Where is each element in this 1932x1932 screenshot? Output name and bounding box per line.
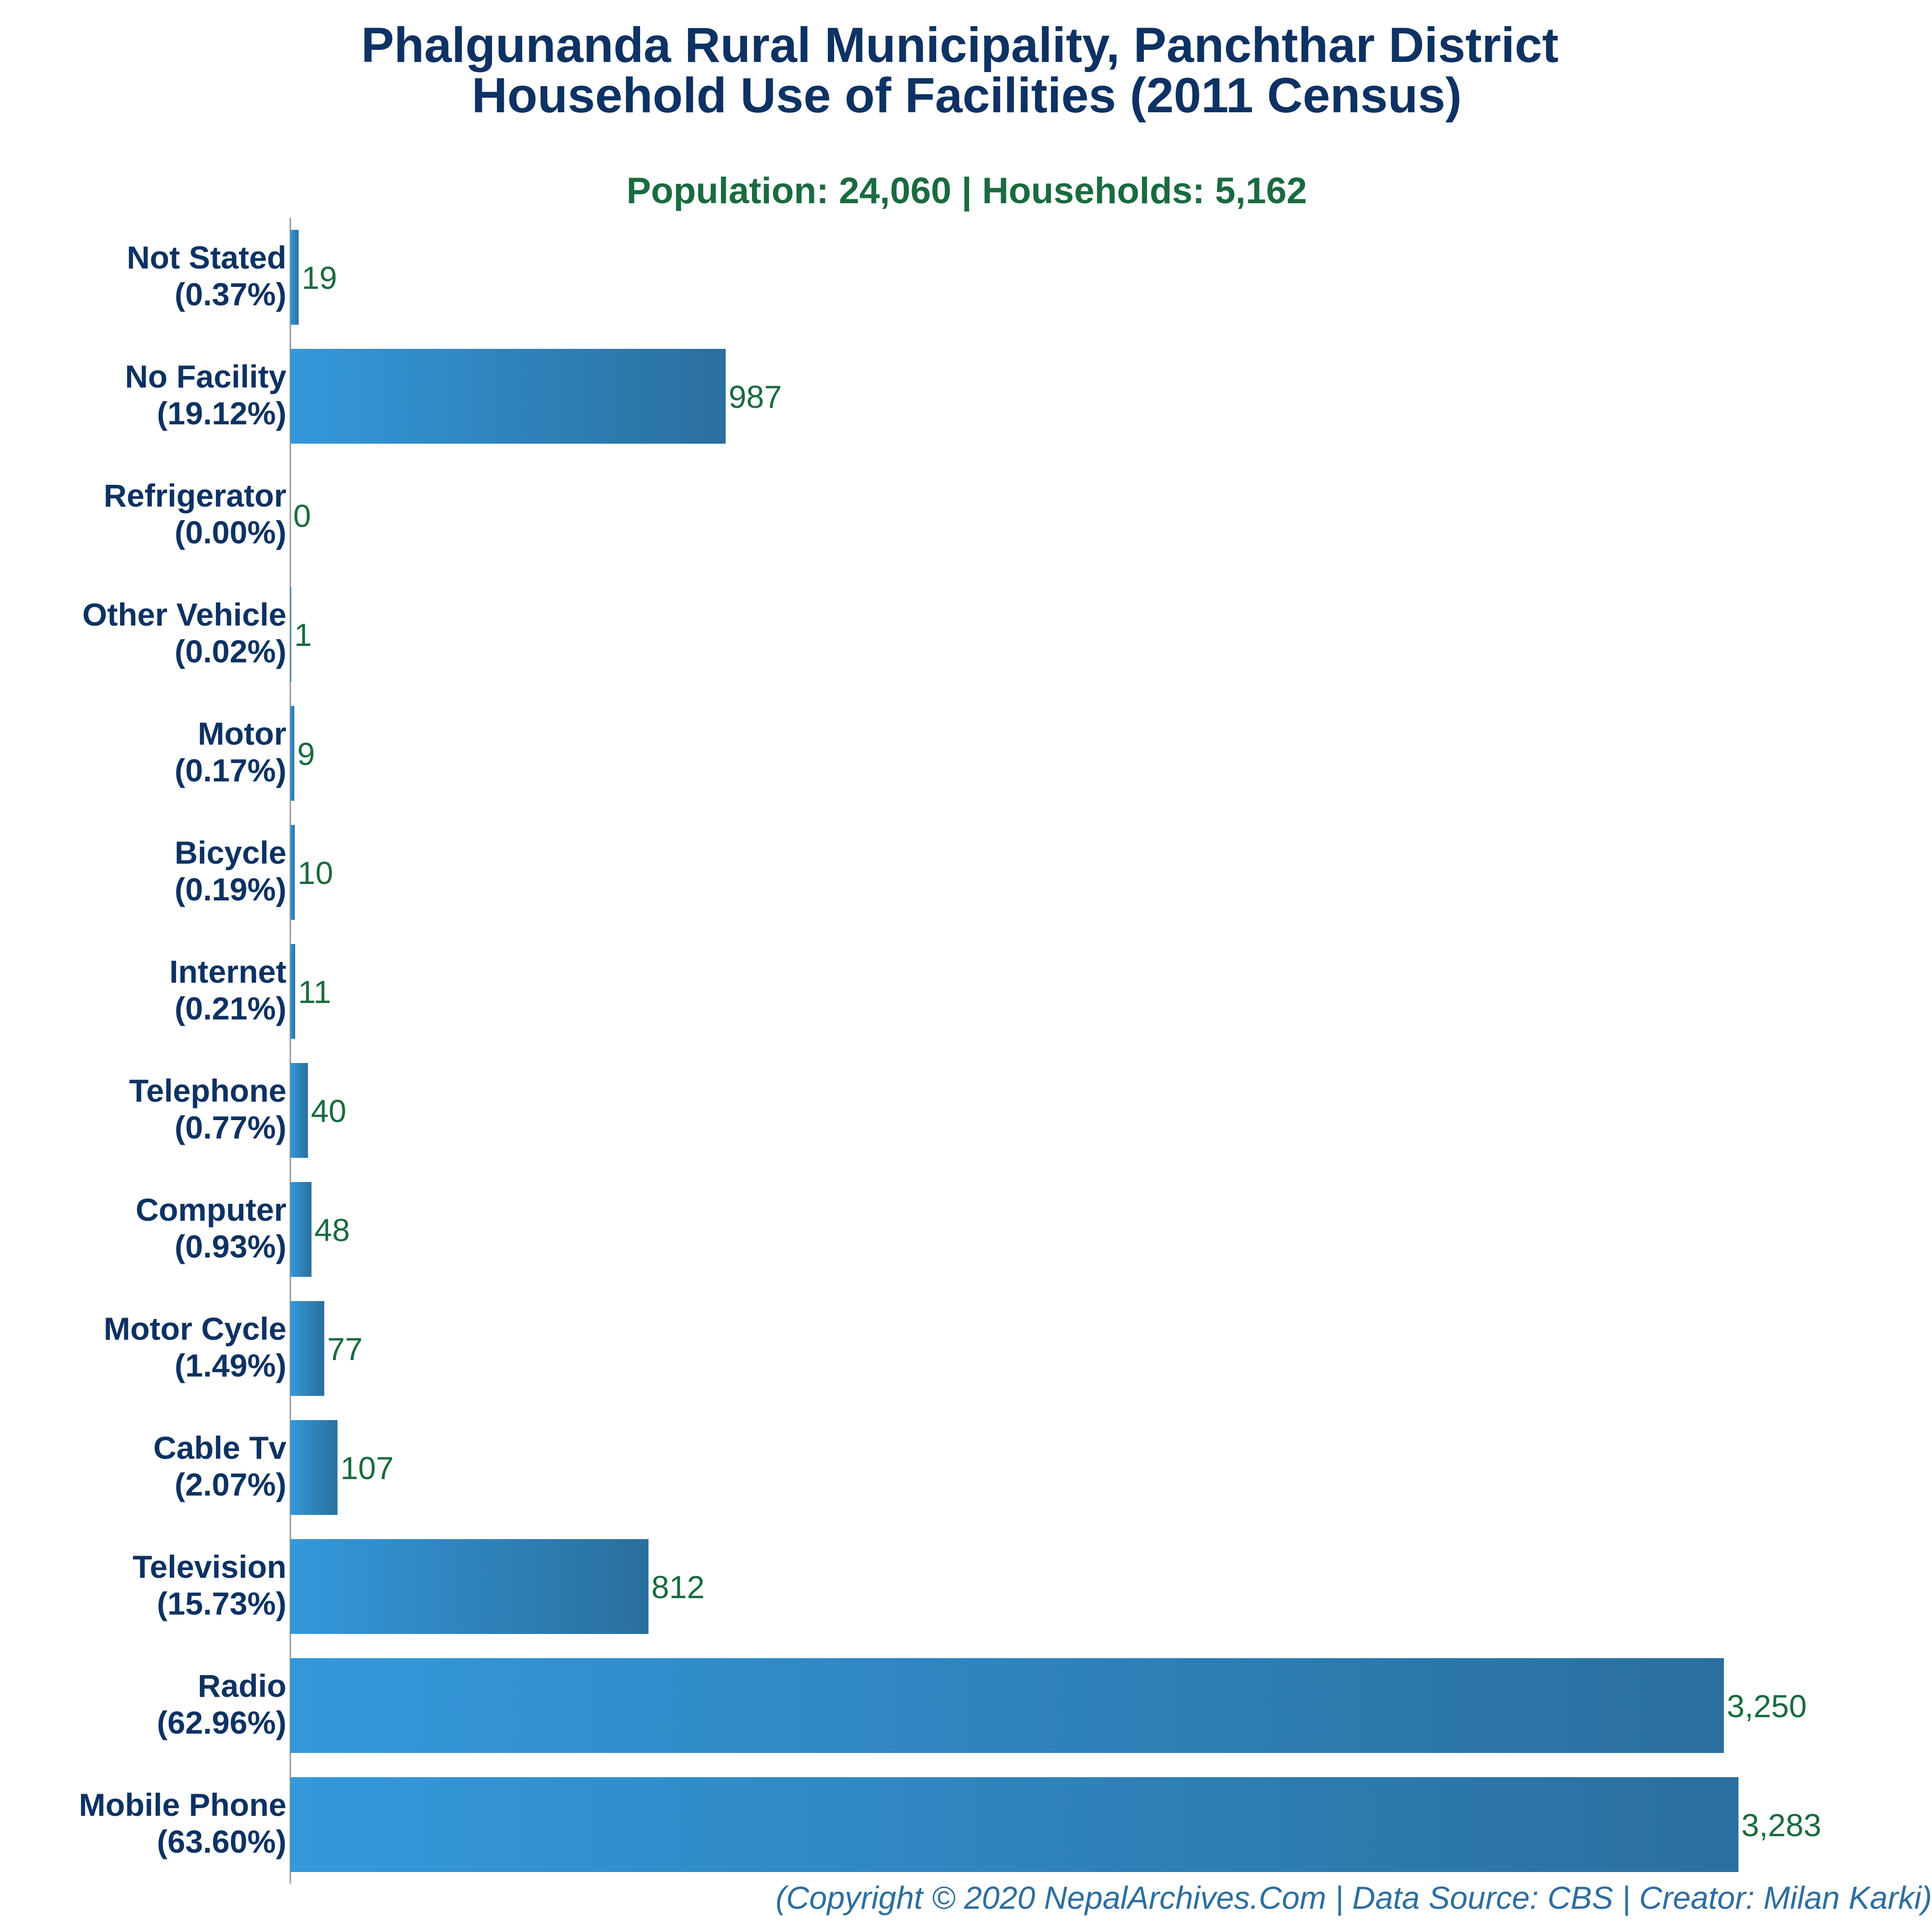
category-percent: (0.93%) bbox=[175, 1228, 286, 1264]
category-label: Computer (0.93%) bbox=[135, 1192, 286, 1264]
category-label: Telephone (0.77%) bbox=[129, 1073, 286, 1145]
chart-subtitle: Population: 24,060 | Households: 5,162 bbox=[627, 170, 1307, 212]
category-label: Bicycle (0.19%) bbox=[175, 835, 286, 907]
category-label: Radio (62.96%) bbox=[157, 1668, 286, 1740]
value-label: 3,283 bbox=[1741, 1807, 1821, 1843]
category-label: Internet (0.21%) bbox=[169, 954, 286, 1026]
category-percent: (0.77%) bbox=[175, 1109, 286, 1145]
bar bbox=[290, 230, 299, 325]
category-percent: (0.19%) bbox=[175, 871, 286, 907]
chart-footer: (Copyright © 2020 NepalArchives.Com | Da… bbox=[776, 1880, 1932, 1917]
category-percent: (2.07%) bbox=[175, 1467, 286, 1502]
category-label: Refrigerator (0.00%) bbox=[104, 478, 286, 550]
category-name: No Facility bbox=[125, 359, 286, 394]
category-label: Mobile Phone (63.60%) bbox=[79, 1787, 286, 1859]
value-label: 48 bbox=[315, 1212, 350, 1248]
value-label: 107 bbox=[341, 1450, 394, 1486]
category-name: Computer bbox=[135, 1192, 286, 1228]
category-name: Internet bbox=[169, 954, 286, 989]
category-name: Radio bbox=[198, 1668, 286, 1704]
bar bbox=[290, 1539, 649, 1634]
bar bbox=[290, 944, 296, 1039]
value-label: 3,250 bbox=[1727, 1688, 1807, 1724]
category-name: Cable Tv bbox=[153, 1430, 286, 1466]
value-label: 77 bbox=[327, 1331, 362, 1367]
category-percent: (0.21%) bbox=[175, 990, 286, 1026]
category-label: No Facility (19.12%) bbox=[125, 359, 286, 431]
category-label: Motor Cycle (1.49%) bbox=[104, 1311, 286, 1383]
bar bbox=[290, 1420, 338, 1515]
category-percent: (1.49%) bbox=[175, 1348, 286, 1383]
category-percent: (63.60%) bbox=[157, 1824, 286, 1859]
value-label: 812 bbox=[651, 1569, 704, 1605]
bar bbox=[290, 1777, 1738, 1872]
bar bbox=[290, 825, 295, 920]
bar bbox=[290, 1063, 308, 1158]
category-label: Cable Tv (2.07%) bbox=[153, 1430, 286, 1502]
value-label: 11 bbox=[298, 974, 331, 1010]
category-name: Bicycle bbox=[175, 835, 286, 870]
bar bbox=[290, 587, 291, 682]
bar bbox=[290, 1658, 1724, 1753]
chart-title-line-2: Household Use of Facilities (2011 Census… bbox=[472, 68, 1462, 123]
value-label: 40 bbox=[311, 1093, 346, 1129]
category-percent: (0.02%) bbox=[175, 633, 286, 669]
chart-title: Phalgunanda Rural Municipality, Panchtha… bbox=[361, 17, 1572, 123]
category-label: Other Vehicle (0.02%) bbox=[82, 597, 286, 669]
bar bbox=[290, 706, 295, 801]
category-label: Not Stated (0.37%) bbox=[127, 240, 286, 312]
category-percent: (15.73%) bbox=[157, 1586, 286, 1621]
bar bbox=[290, 1182, 312, 1277]
value-label: 0 bbox=[293, 498, 311, 534]
category-percent: (0.17%) bbox=[175, 752, 286, 788]
category-name: Other Vehicle bbox=[82, 597, 286, 632]
category-name: Motor Cycle bbox=[104, 1311, 286, 1347]
value-label: 10 bbox=[298, 855, 333, 891]
category-name: Mobile Phone bbox=[79, 1787, 286, 1823]
value-label: 19 bbox=[301, 260, 337, 296]
chart-title-line-1: Phalgunanda Rural Municipality, Panchtha… bbox=[361, 17, 1558, 73]
category-label: Television (15.73%) bbox=[133, 1549, 286, 1621]
bar bbox=[290, 349, 726, 444]
category-label: Motor (0.17%) bbox=[175, 716, 286, 788]
value-label: 9 bbox=[297, 736, 315, 772]
value-label: 1 bbox=[294, 617, 312, 653]
category-name: Telephone bbox=[129, 1073, 286, 1108]
bar bbox=[290, 1301, 325, 1396]
category-name: Motor bbox=[198, 716, 286, 751]
category-name: Television bbox=[133, 1549, 286, 1585]
value-label: 987 bbox=[729, 379, 782, 415]
category-name: Refrigerator bbox=[104, 478, 286, 513]
category-name: Not Stated bbox=[127, 240, 286, 275]
category-percent: (0.37%) bbox=[175, 276, 286, 312]
category-percent: (19.12%) bbox=[157, 395, 286, 431]
category-percent: (62.96%) bbox=[157, 1705, 286, 1740]
category-percent: (0.00%) bbox=[175, 514, 286, 550]
